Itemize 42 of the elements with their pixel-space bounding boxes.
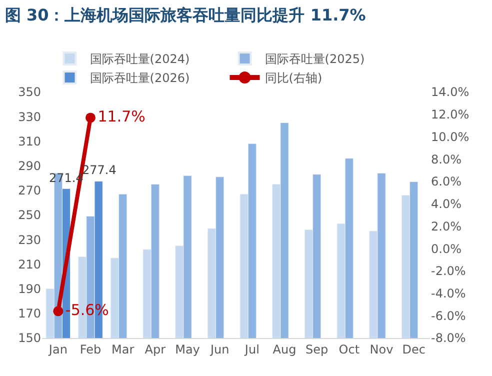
legend-label: 同比(右轴) (264, 71, 322, 86)
y-tick-label: 170 (18, 306, 41, 321)
y2-tick-label: 10.0% (431, 130, 470, 144)
x-tick-label: Jun (209, 342, 230, 356)
x-tick-label: Oct (338, 342, 360, 356)
y2-tick-label: 14.0% (431, 85, 470, 100)
y-tick-label: 330 (18, 110, 41, 124)
legend-label: 国际吞吐量(2026) (90, 71, 190, 86)
x-tick-label: Jul (244, 342, 260, 356)
x-tick-label: May (175, 342, 200, 356)
data-label: 11.7% (98, 107, 146, 126)
y-tick-label: 250 (18, 208, 41, 222)
y2-tick-label: 0.0% (431, 242, 462, 256)
y-tick-label: 150 (18, 331, 41, 346)
y2-tick-label: -2.0% (431, 264, 466, 278)
y2-tick-label: -4.0% (431, 286, 466, 300)
y2-tick-label: 8.0% (431, 152, 462, 166)
x-tick-label: Mar (112, 342, 134, 356)
y2-tick-label: -6.0% (431, 308, 466, 323)
x-tick-label: Jan (48, 342, 68, 356)
y-tick-label: 270 (18, 184, 41, 198)
x-tick-label: Nov (370, 342, 394, 356)
x-tick-label: Sep (306, 342, 328, 356)
x-tick-label: Feb (80, 342, 102, 356)
legend-label: 国际吞吐量(2024) (90, 52, 190, 66)
y-tick-label: 350 (18, 85, 41, 100)
y-tick-label: 210 (18, 257, 41, 272)
y2-tick-label: 12.0% (431, 108, 470, 122)
y2-tick-label: 4.0% (431, 197, 462, 212)
y2-tick-label: 6.0% (431, 174, 462, 189)
x-tick-label: Aug (272, 342, 296, 356)
data-label: -5.6% (65, 300, 109, 319)
y-tick-label: 230 (18, 232, 41, 247)
chart-title: 图 30：上海机场国际旅客吞吐量同比提升 11.7% (4, 6, 366, 25)
y-tick-label: 310 (18, 134, 41, 148)
x-tick-label: Apr (144, 342, 166, 356)
legend-label: 国际吞吐量(2025) (264, 52, 365, 66)
y-tick-label: 190 (18, 282, 41, 296)
y2-tick-label: -8.0% (431, 331, 466, 346)
y-tick-label: 290 (18, 159, 41, 173)
y2-tick-label: 2.0% (431, 219, 462, 234)
x-tick-label: Dec (402, 342, 426, 356)
